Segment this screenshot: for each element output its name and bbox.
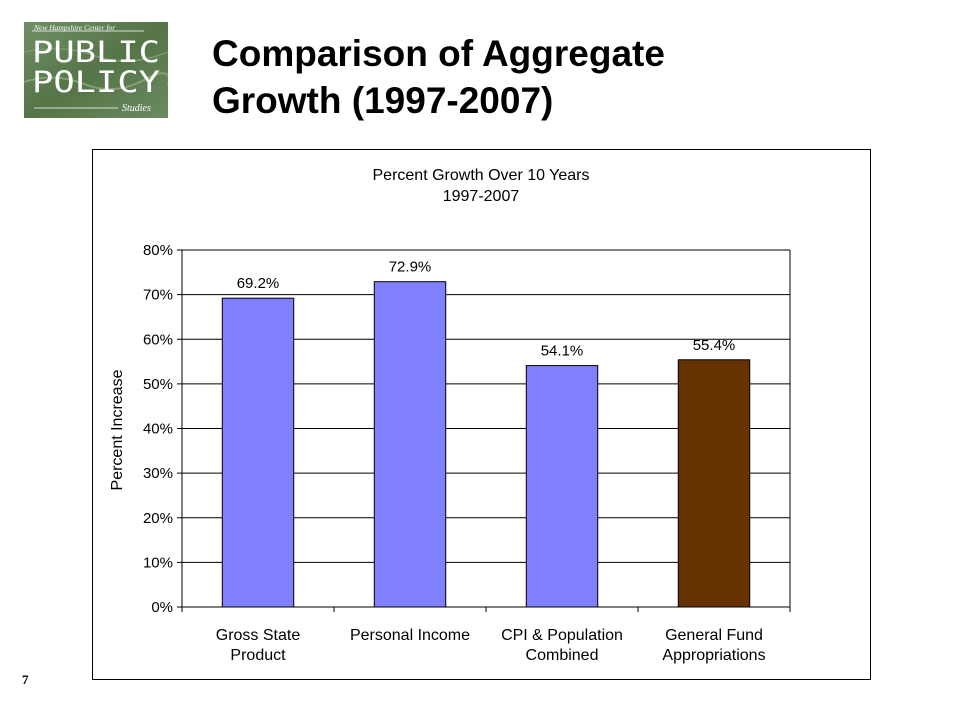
x-tick-label: Appropriations [662, 647, 765, 664]
y-tick-label: 70% [143, 287, 173, 304]
data-label: 72.9% [389, 259, 432, 276]
y-tick-label: 40% [143, 421, 173, 438]
data-label: 54.1% [541, 343, 584, 360]
logo-background [24, 22, 168, 118]
bar-chart: Percent Growth Over 10 Years 1997-2007 0… [92, 149, 871, 680]
x-tick-label: CPI & Population [501, 627, 623, 644]
y-tick-label: 30% [143, 465, 173, 482]
chart-title: Percent Growth Over 10 Years [373, 167, 590, 184]
bar [525, 365, 599, 608]
x-tick-label: Combined [526, 647, 599, 664]
x-tick-label: Gross State [216, 627, 301, 644]
y-tick-label: 50% [143, 376, 173, 393]
logo-bottom-text: Studies [122, 103, 151, 114]
bar [373, 281, 447, 608]
y-tick-label: 60% [143, 331, 173, 348]
page-title-line1: Comparison of Aggregate [212, 33, 665, 74]
x-tick-label: Personal Income [350, 627, 470, 644]
x-tick-label: Product [230, 647, 286, 664]
chart-frame [92, 149, 871, 680]
logo-line1: PUBLIC [32, 35, 160, 69]
page-title: Comparison of Aggregate Growth (1997-200… [212, 30, 665, 124]
y-axis-label: Percent Increase [109, 369, 126, 490]
bar [677, 359, 751, 608]
logo-top-text: New Hampshire Center for [33, 23, 115, 32]
data-label: 69.2% [237, 275, 280, 292]
chart-subtitle: 1997-2007 [443, 188, 520, 205]
page-title-line2: Growth (1997-2007) [212, 80, 554, 121]
y-tick-label: 20% [143, 510, 173, 527]
y-tick-label: 10% [143, 554, 173, 571]
data-label: 55.4% [693, 337, 736, 354]
y-tick-label: 0% [151, 599, 173, 616]
bar [221, 297, 295, 608]
logo: New Hampshire Center for PUBLIC POLICY S… [24, 22, 168, 118]
page-number: 7 [22, 672, 29, 687]
y-tick-label: 80% [143, 242, 173, 259]
plot-area: 0% 10% 20% 30% 40% 50% 60% 70% 80% 69.2% Gross Sta… [143, 242, 791, 664]
logo-line2: POLICY [32, 65, 160, 99]
x-tick-label: General Fund [665, 627, 763, 644]
